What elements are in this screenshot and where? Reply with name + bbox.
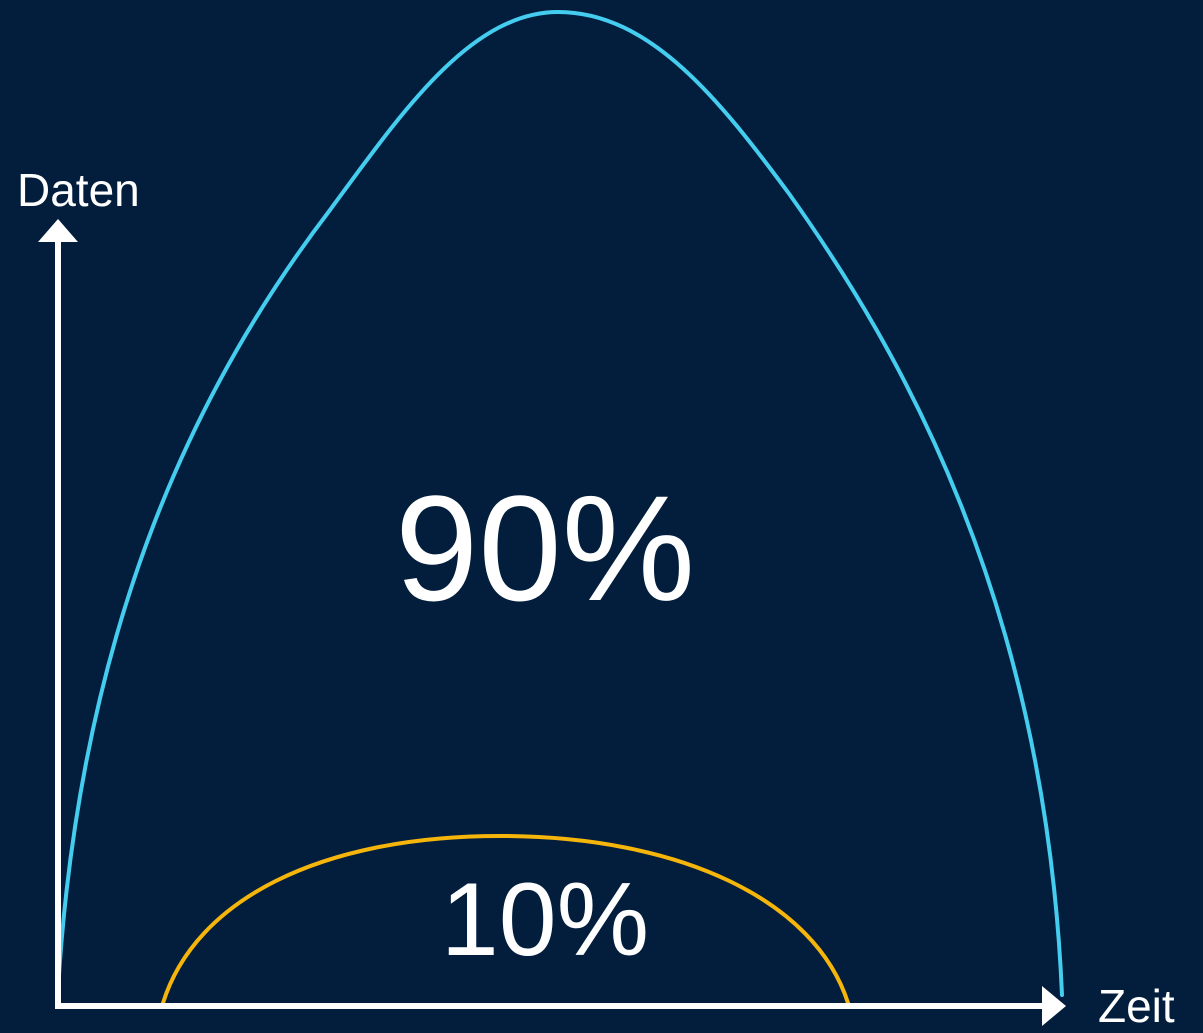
y-axis-label: Daten [17, 164, 140, 216]
x-axis-label: Zeit [1098, 980, 1175, 1032]
y-axis-arrowhead [38, 219, 78, 242]
small-curve [161, 833, 850, 1005]
large-curve-percentage: 90% [395, 464, 695, 632]
small-curve-percentage: 10% [441, 862, 649, 978]
x-axis-arrowhead [1042, 986, 1066, 1026]
large-curve [56, 9, 1064, 997]
